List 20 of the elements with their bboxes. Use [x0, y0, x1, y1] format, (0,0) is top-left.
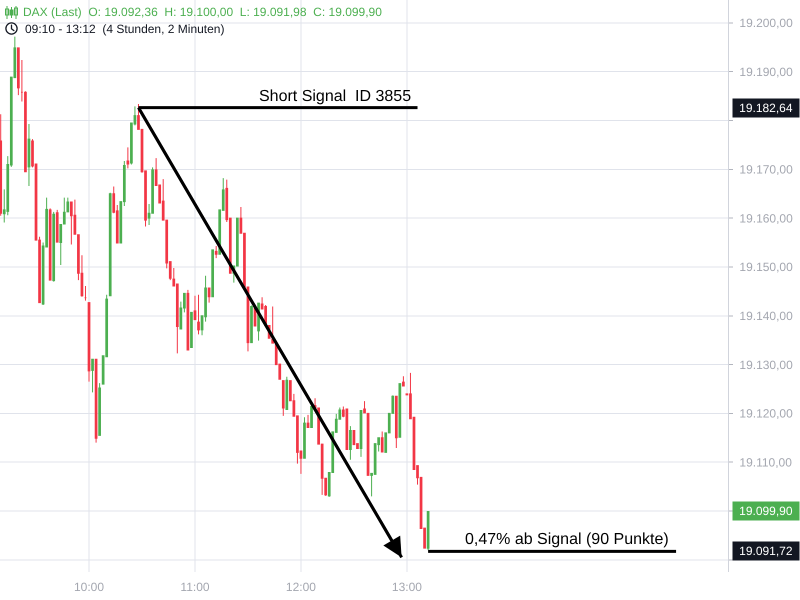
text: 19.099,90: [739, 504, 793, 518]
annotation: Short Signal ID 3855: [259, 88, 412, 105]
y-tick-label: 19.120,00: [739, 406, 794, 421]
y-tick-label: 19.150,00: [739, 260, 794, 274]
text: DAX (Last) O: 19.092,36 H: 19.100,00 L: 19.091,98 C: 19.099,90: [23, 5, 382, 20]
text: 19.091,72: [739, 544, 793, 558]
text: 19.182,64: [739, 101, 793, 115]
text: 09:10 - 13:12 (4 Stunden, 2 Minuten): [25, 22, 224, 36]
y-tick-label: 19.200,00: [739, 16, 794, 30]
annotation: 0,47% ab Signal (90 Punkte): [465, 531, 669, 548]
y-tick-label: 19.140,00: [739, 308, 794, 323]
x-tick-label: 13:00: [392, 580, 422, 594]
y-tick-label: 19.190,00: [739, 64, 794, 79]
y-tick-label: 19.130,00: [739, 358, 794, 372]
x-tick-label: 12:00: [286, 580, 316, 594]
y-tick-label: 19.170,00: [739, 162, 794, 177]
x-tick-label: 10:00: [74, 580, 104, 594]
y-tick-label: 19.160,00: [739, 211, 794, 226]
x-tick-label: 11:00: [180, 580, 210, 594]
y-tick-label: 19.110,00: [739, 455, 792, 470]
